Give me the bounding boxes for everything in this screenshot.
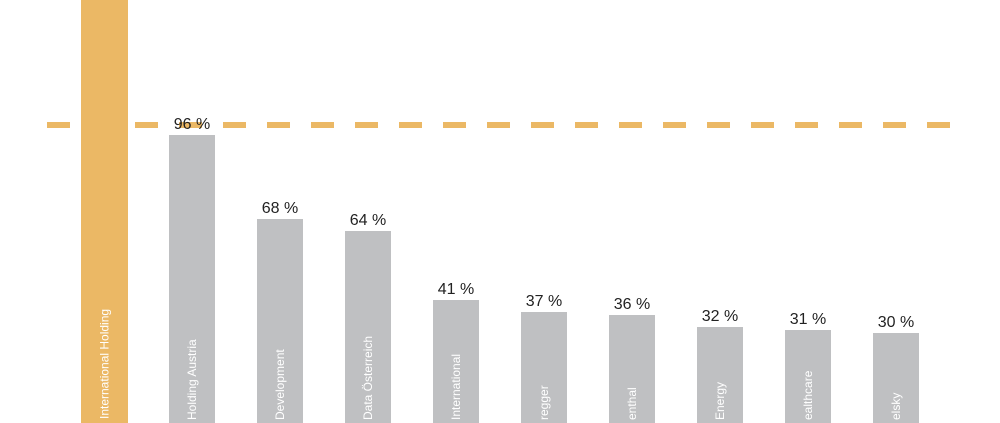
data-label: 64 %	[350, 212, 386, 229]
data-label: 37 %	[526, 293, 562, 310]
bar	[433, 300, 479, 423]
data-label: 96 %	[174, 116, 210, 133]
data-label: 41 %	[438, 281, 474, 298]
bar	[257, 219, 303, 423]
bar	[521, 312, 567, 423]
highlight-bar-layer: International Holding	[81, 0, 128, 423]
data-label: 30 %	[878, 314, 914, 331]
bar	[697, 327, 743, 423]
bar	[345, 231, 391, 423]
bar	[785, 330, 831, 423]
data-label: 68 %	[262, 200, 298, 217]
category-label: Holding Austria	[185, 339, 199, 420]
data-label: 31 %	[790, 311, 826, 328]
highlight-bar-label: International Holding	[98, 309, 112, 419]
bar	[169, 135, 215, 423]
bars-layer: 96 % Holding Austria 68 % Development 64 % Da…	[169, 116, 919, 423]
category-label: elsky	[889, 393, 903, 420]
category-label: International	[449, 354, 463, 420]
data-label: 36 %	[614, 296, 650, 313]
category-label: Data Österreich	[361, 336, 375, 420]
highlight-bar	[81, 0, 128, 423]
category-label: regger	[537, 385, 551, 420]
category-label: Development	[273, 349, 287, 420]
category-label: Energy	[713, 382, 727, 420]
bar	[873, 333, 919, 423]
category-label: ealthcare	[801, 370, 815, 420]
bar	[609, 315, 655, 423]
category-label: enthal	[625, 387, 639, 420]
data-label: 32 %	[702, 308, 738, 325]
